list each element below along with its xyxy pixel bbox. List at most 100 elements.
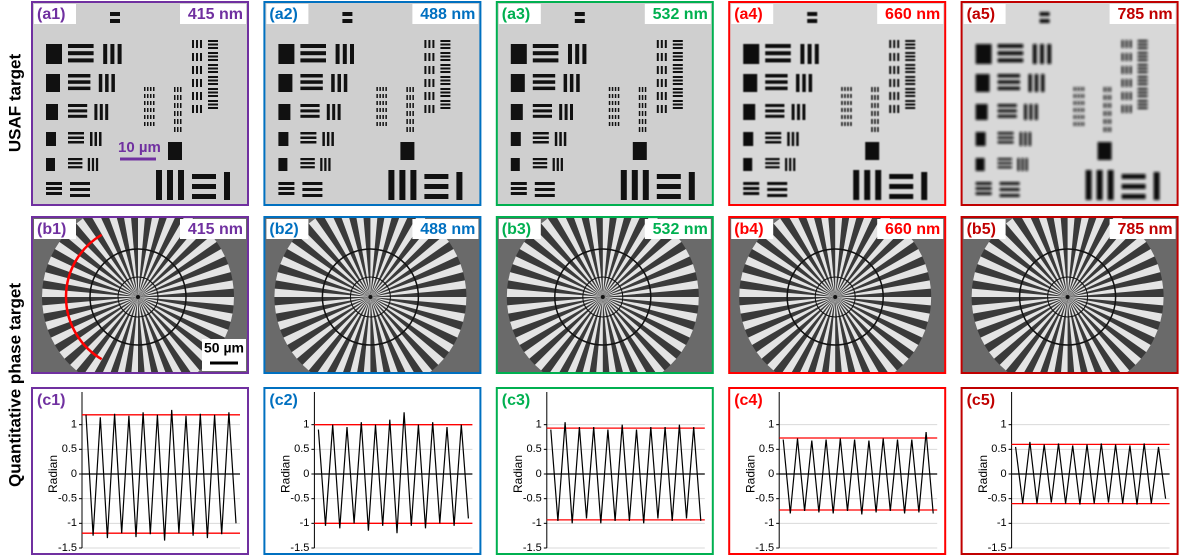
y-tick-label: 0.5 bbox=[991, 443, 1006, 455]
usaf-digit bbox=[168, 142, 182, 160]
usaf-bar bbox=[300, 80, 322, 84]
usaf-bar bbox=[645, 95, 647, 100]
usaf-bar bbox=[765, 141, 781, 144]
usaf-bar bbox=[147, 108, 149, 112]
usaf-bar bbox=[208, 71, 218, 73]
usaf-bar bbox=[300, 74, 322, 78]
usaf-bar bbox=[533, 137, 549, 140]
usaf-bar bbox=[208, 76, 218, 78]
usaf-bar bbox=[385, 115, 387, 119]
usaf-bar bbox=[792, 104, 795, 120]
usaf-bar bbox=[871, 95, 873, 100]
usaf-bar bbox=[874, 119, 876, 124]
usaf-bar bbox=[998, 137, 1014, 140]
usaf-bar bbox=[905, 47, 915, 49]
usaf-bar bbox=[110, 19, 120, 23]
scale-bar-label: 10 µm bbox=[118, 139, 161, 156]
y-tick-label: 1 bbox=[536, 419, 542, 431]
usaf-bar bbox=[1083, 108, 1085, 112]
usaf-bar bbox=[847, 122, 849, 126]
usaf-bar bbox=[765, 166, 779, 168]
usaf-bar bbox=[412, 127, 414, 132]
usaf-bar bbox=[998, 87, 1020, 91]
usaf-bar bbox=[889, 53, 891, 61]
panel-label: (a4) bbox=[734, 6, 762, 23]
usaf-bar bbox=[388, 170, 394, 200]
usaf-panel bbox=[962, 2, 1178, 205]
usaf-bar bbox=[200, 40, 202, 48]
usaf-bar bbox=[657, 194, 681, 199]
usaf-panel bbox=[497, 2, 713, 205]
usaf-bar bbox=[533, 74, 555, 78]
usaf-bar bbox=[342, 12, 352, 16]
usaf-bar bbox=[440, 76, 450, 78]
usaf-bar bbox=[409, 103, 411, 108]
usaf-bar bbox=[765, 137, 781, 140]
usaf-bar bbox=[1083, 122, 1085, 126]
usaf-bar bbox=[877, 95, 879, 100]
usaf-bar bbox=[673, 68, 683, 70]
usaf-bar bbox=[432, 53, 434, 61]
usaf-bar bbox=[1107, 95, 1109, 100]
usaf-bar bbox=[147, 122, 149, 126]
y-tick-label: 0 bbox=[1000, 468, 1006, 480]
usaf-bar bbox=[424, 40, 426, 48]
usaf-bar bbox=[1077, 122, 1079, 126]
usaf-bar bbox=[998, 132, 1014, 135]
usaf-bar bbox=[300, 162, 314, 164]
usaf-bar bbox=[673, 95, 683, 97]
usaf-bar bbox=[874, 87, 876, 92]
usaf-bar bbox=[905, 59, 915, 61]
usaf-bar bbox=[379, 87, 381, 91]
usaf-bar bbox=[1074, 122, 1076, 126]
usaf-bar bbox=[871, 111, 873, 116]
usaf-bar bbox=[68, 132, 84, 135]
usaf-bar bbox=[300, 87, 322, 91]
usaf-bar bbox=[1138, 44, 1148, 46]
usaf-bar bbox=[796, 74, 800, 92]
usaf-bar bbox=[376, 108, 378, 112]
usaf-bar bbox=[1041, 74, 1045, 92]
usaf-bar bbox=[200, 79, 202, 87]
wavelength-label: 488 nm bbox=[420, 6, 475, 23]
usaf-bar bbox=[153, 94, 155, 98]
usaf-bar bbox=[905, 107, 915, 109]
usaf-bar bbox=[208, 95, 218, 97]
usaf-digit bbox=[278, 44, 294, 64]
usaf-bar bbox=[406, 119, 408, 124]
usaf-bar bbox=[809, 74, 813, 92]
usaf-bar bbox=[1138, 68, 1148, 70]
usaf-bar bbox=[1138, 92, 1148, 94]
usaf-bar bbox=[382, 108, 384, 112]
usaf-bar bbox=[847, 108, 849, 112]
usaf-bar bbox=[657, 79, 659, 87]
usaf-bar bbox=[639, 103, 641, 108]
usaf-digit bbox=[976, 132, 986, 146]
usaf-bar bbox=[46, 187, 62, 190]
usaf-bar bbox=[615, 115, 617, 119]
usaf-bar bbox=[110, 44, 114, 64]
panel-label: (b2) bbox=[269, 221, 298, 238]
usaf-bar bbox=[765, 109, 784, 112]
usaf-bar bbox=[440, 64, 450, 66]
usaf-bar bbox=[533, 104, 552, 107]
usaf-bar bbox=[46, 182, 62, 185]
usaf-bar bbox=[385, 87, 387, 91]
usaf-bar bbox=[103, 44, 107, 64]
usaf-bar bbox=[642, 87, 644, 92]
usaf-bar bbox=[844, 122, 846, 126]
usaf-bar bbox=[385, 101, 387, 105]
usaf-bar bbox=[765, 87, 787, 91]
usaf-bar bbox=[196, 92, 198, 100]
usaf-bar bbox=[338, 104, 341, 120]
usaf-bar bbox=[99, 74, 103, 92]
usaf-bar bbox=[905, 76, 915, 78]
usaf-bar bbox=[424, 66, 426, 74]
usaf-bar bbox=[1097, 170, 1103, 200]
usaf-bar bbox=[657, 53, 659, 61]
usaf-bar bbox=[440, 80, 450, 82]
usaf-bar bbox=[440, 104, 450, 106]
usaf-bar bbox=[424, 184, 448, 189]
usaf-bar bbox=[893, 40, 895, 48]
usaf-bar bbox=[998, 158, 1012, 160]
